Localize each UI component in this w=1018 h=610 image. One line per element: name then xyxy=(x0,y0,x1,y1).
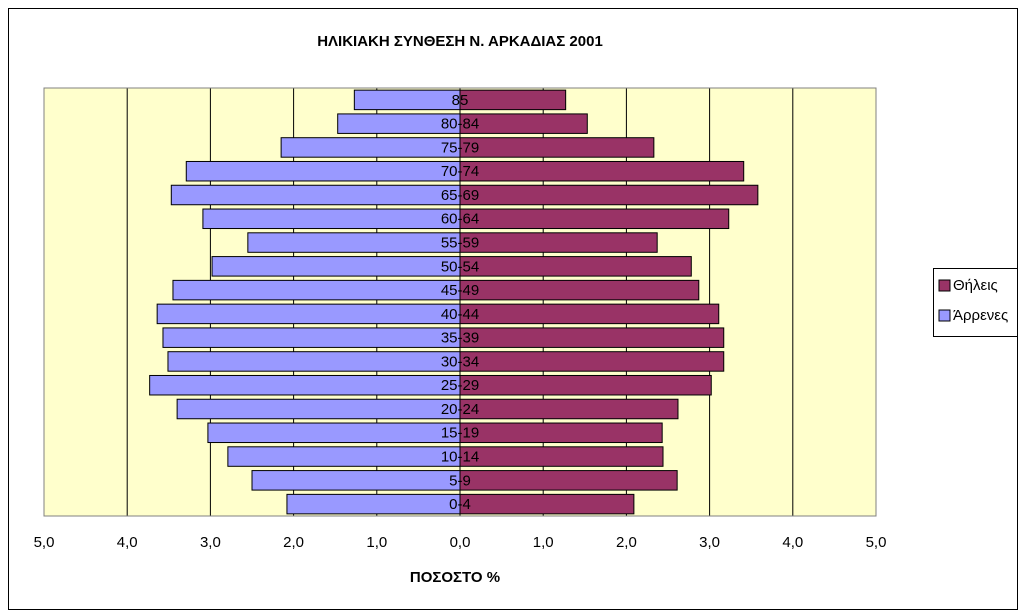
x-tick-label: 3,0 xyxy=(699,534,720,551)
category-label: 80-84 xyxy=(441,116,479,133)
bar xyxy=(149,374,461,396)
bar xyxy=(459,89,567,111)
bar xyxy=(459,184,759,206)
category-label: 15-19 xyxy=(441,425,479,442)
bar xyxy=(459,160,745,182)
category-label: 45-49 xyxy=(441,282,479,299)
bar xyxy=(459,303,720,325)
category-label: 65-69 xyxy=(441,187,479,204)
bar xyxy=(459,422,663,444)
bar xyxy=(459,398,679,420)
category-label: 75-79 xyxy=(441,139,479,156)
legend-label: Άρρενες xyxy=(953,307,1008,324)
x-tick-label: 1,0 xyxy=(533,534,554,551)
bar xyxy=(459,137,655,158)
category-label: 35-39 xyxy=(441,330,479,347)
bar xyxy=(207,422,461,444)
x-tick-label: 5,0 xyxy=(866,534,887,551)
category-label: 5-9 xyxy=(449,472,471,489)
bar xyxy=(251,470,461,491)
legend-label: Θήλεις xyxy=(953,277,998,294)
legend-swatch xyxy=(938,279,951,292)
bar xyxy=(185,160,461,182)
bar xyxy=(162,327,461,348)
bar xyxy=(227,446,461,467)
bar xyxy=(156,303,461,325)
bar xyxy=(202,208,461,230)
plot-border xyxy=(43,87,877,517)
x-axis-title: ΠΟΣΟΣΤΟ % xyxy=(410,569,500,586)
bar xyxy=(172,279,461,301)
bar xyxy=(459,351,725,372)
x-tick-label: 1,0 xyxy=(366,534,387,551)
bar xyxy=(459,279,700,301)
legend-swatch xyxy=(938,309,951,322)
bar xyxy=(337,113,461,134)
bar xyxy=(459,256,692,277)
bar xyxy=(459,232,658,253)
category-label: 0-4 xyxy=(449,496,471,513)
bar xyxy=(286,493,461,515)
category-label: 70-74 xyxy=(441,163,479,180)
category-label: 55-59 xyxy=(441,235,479,252)
category-label: 30-34 xyxy=(441,353,479,370)
category-label: 60-64 xyxy=(441,211,479,228)
x-tick-label: 4,0 xyxy=(782,534,803,551)
bar xyxy=(211,256,461,277)
chart-title: ΗΛΙΚΙΑΚΗ ΣΥΝΘΕΣΗ Ν. ΑΡΚΑΔΙΑΣ 2001 xyxy=(317,33,603,50)
x-tick-label: 2,0 xyxy=(616,534,637,551)
bar xyxy=(459,493,635,515)
bar xyxy=(353,89,461,111)
bar xyxy=(459,374,712,396)
x-tick-label: 2,0 xyxy=(283,534,304,551)
x-tick-label: 0,0 xyxy=(450,534,471,551)
x-tick-label: 5,0 xyxy=(34,534,55,551)
bar xyxy=(459,327,725,348)
category-label: 10-14 xyxy=(441,449,479,466)
bar xyxy=(176,398,461,420)
bar xyxy=(170,184,461,206)
bar xyxy=(459,446,664,467)
x-tick-label: 4,0 xyxy=(117,534,138,551)
category-label: 20-24 xyxy=(441,401,479,418)
bar xyxy=(459,208,730,230)
x-tick-label: 3,0 xyxy=(200,534,221,551)
bar xyxy=(459,470,678,491)
bar xyxy=(280,137,461,158)
legend xyxy=(933,268,1018,337)
category-label: 40-44 xyxy=(441,306,479,323)
bar xyxy=(167,351,461,372)
category-label: 85 xyxy=(452,92,469,109)
category-label: 50-54 xyxy=(441,258,479,275)
category-label: 25-29 xyxy=(441,377,479,394)
bar xyxy=(247,232,461,253)
